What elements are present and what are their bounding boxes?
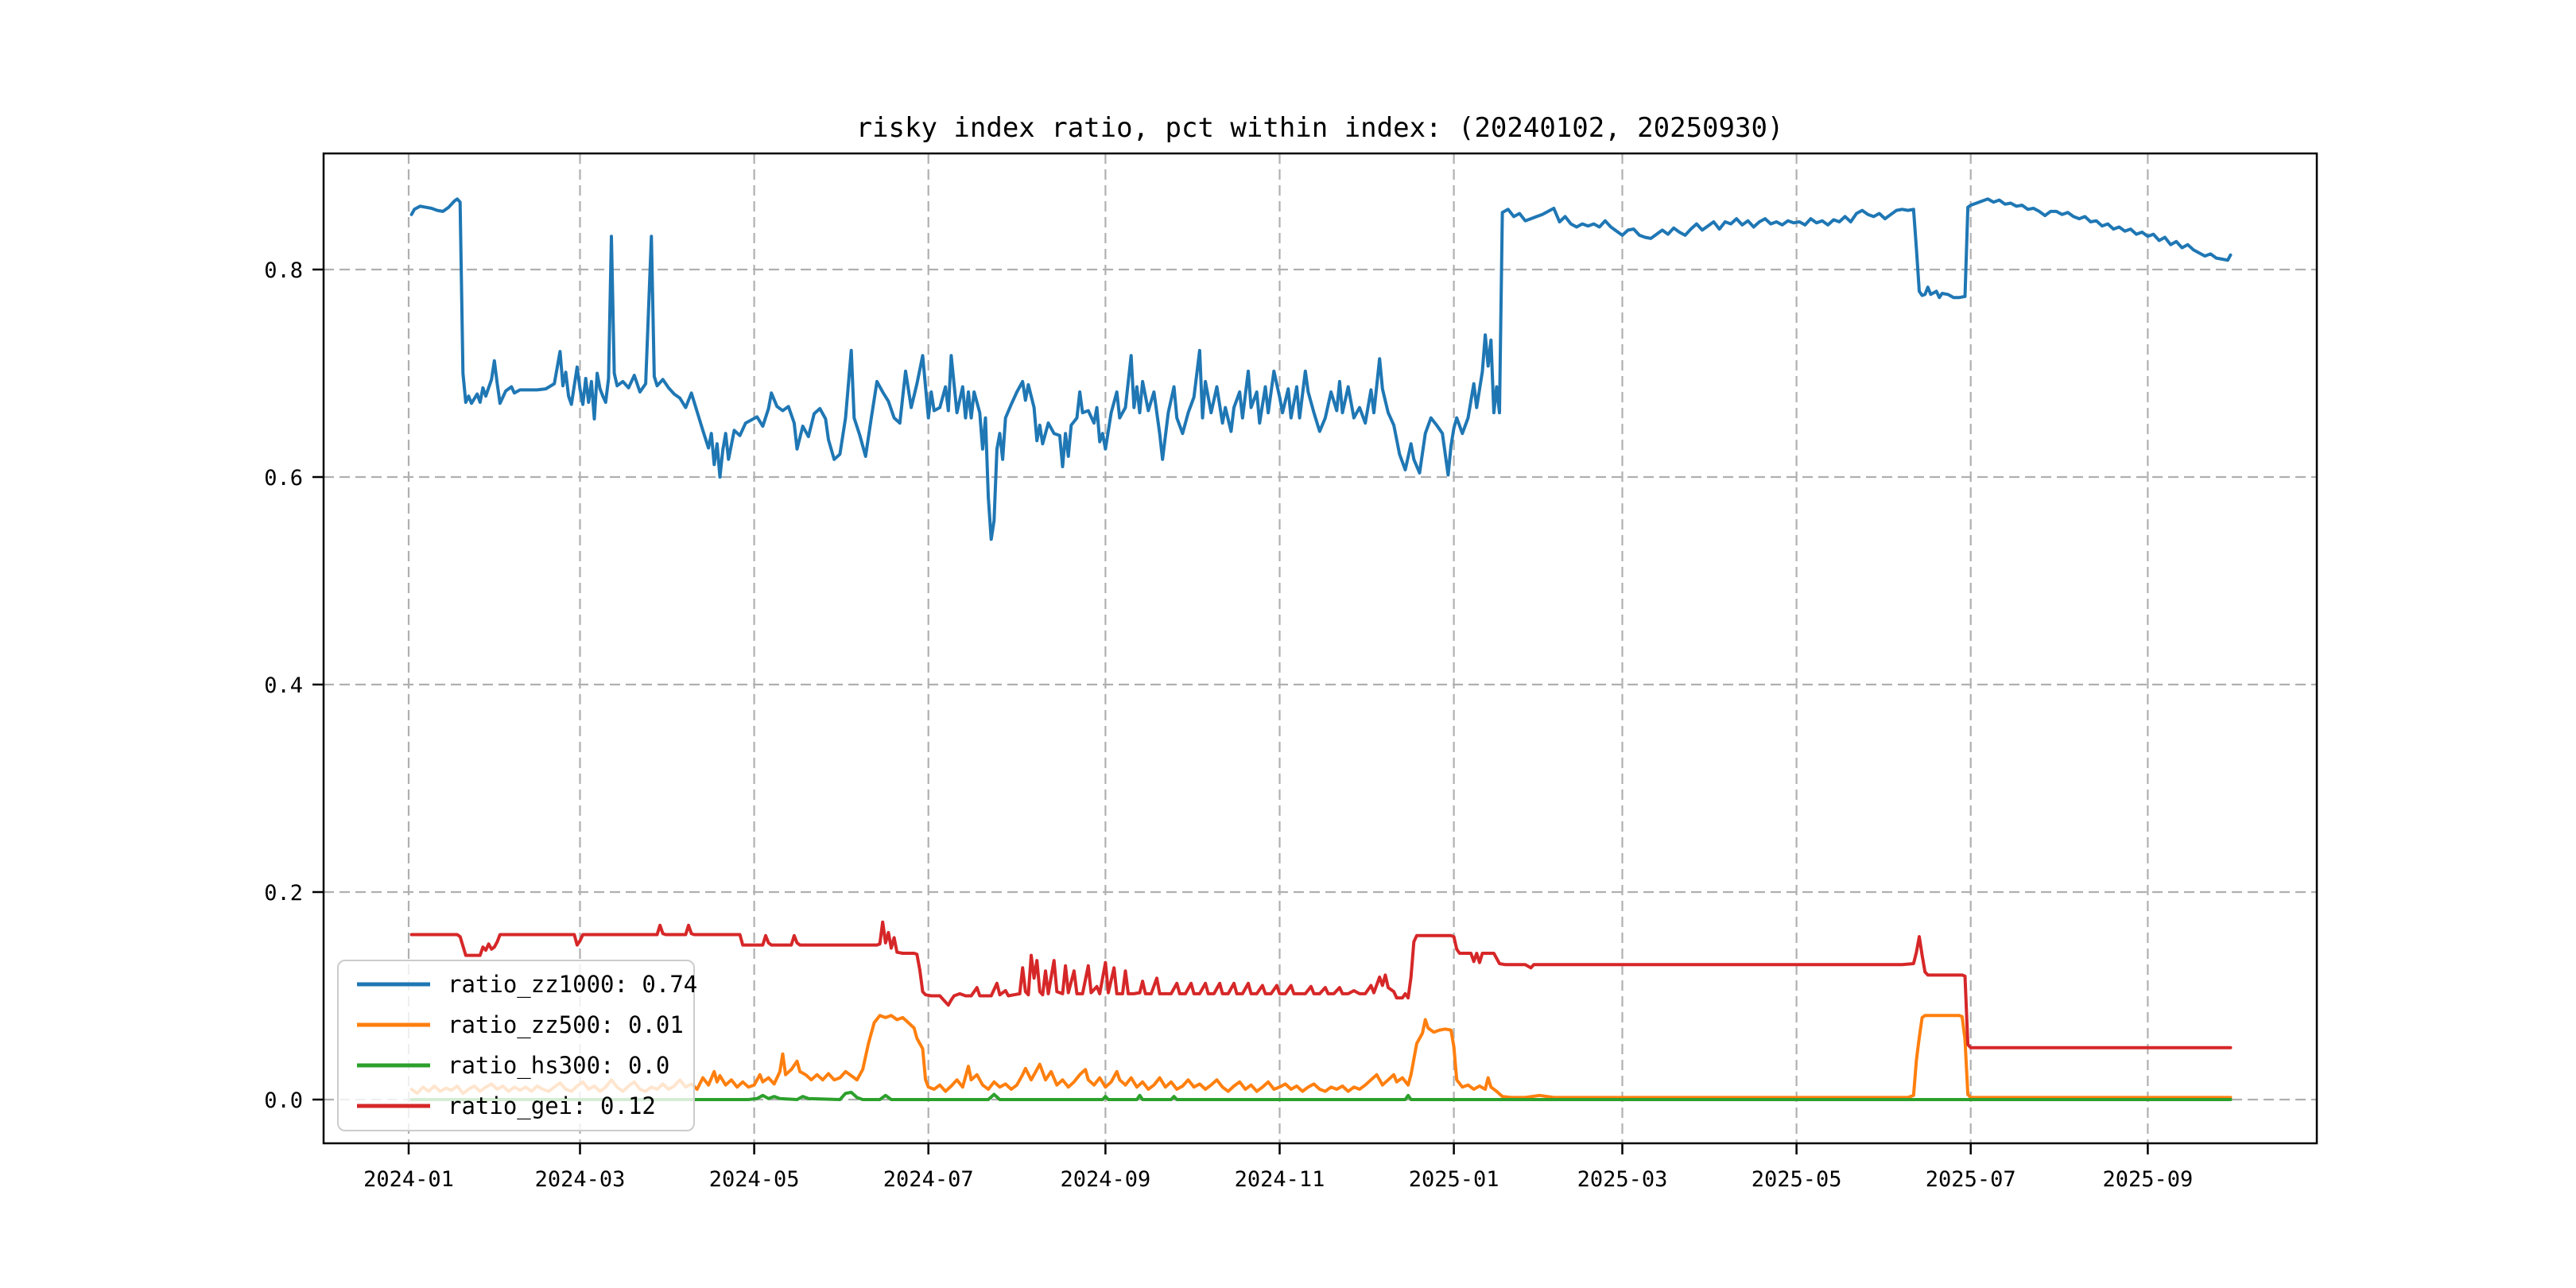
legend-label: ratio_hs300: 0.0	[448, 1052, 669, 1080]
y-tick-label: 0.0	[264, 1088, 303, 1113]
x-tick-label: 2024-09	[1061, 1167, 1151, 1192]
series-line-ratio_hs300	[409, 1090, 2233, 1101]
x-tick-label: 2024-11	[1235, 1167, 1325, 1192]
y-tick-label: 0.8	[264, 258, 303, 283]
x-tick-label: 2025-05	[1752, 1167, 1842, 1192]
chart-title: risky index ratio, pct within index: (20…	[856, 112, 1784, 144]
legend-label: ratio_zz500: 0.01	[448, 1011, 684, 1039]
legend-label: ratio_zz1000: 0.74	[448, 971, 697, 999]
y-tick-label: 0.4	[264, 673, 303, 698]
legend-label: ratio_gei: 0.12	[448, 1092, 656, 1120]
x-tick-label: 2024-05	[709, 1167, 800, 1192]
series-line-ratio_gei	[409, 920, 2233, 1049]
legend-box	[337, 960, 695, 1131]
y-tick-label: 0.6	[264, 466, 303, 491]
x-tick-label: 2024-07	[883, 1167, 974, 1192]
x-tick-label: 2025-01	[1409, 1167, 1499, 1192]
y-tick-label: 0.2	[264, 881, 303, 906]
x-tick-label: 2024-01	[363, 1167, 454, 1192]
x-tick-label: 2025-07	[1926, 1167, 2016, 1192]
legend-layer: ratio_zz1000: 0.74 ratio_zz500: 0.01 ratio…	[337, 960, 697, 1131]
x-tick-label: 2024-03	[535, 1167, 626, 1192]
grid-layer	[324, 153, 2317, 1143]
x-tick-label: 2025-09	[2103, 1167, 2194, 1192]
axis-layer: 2024-01 2024-03 2024-05 2024-07 2024-09 2024-…	[264, 152, 2318, 1192]
x-tick-label: 2025-03	[1577, 1167, 1668, 1192]
plot-border	[322, 152, 2318, 1145]
series-line-ratio_zz1000	[409, 197, 2233, 541]
